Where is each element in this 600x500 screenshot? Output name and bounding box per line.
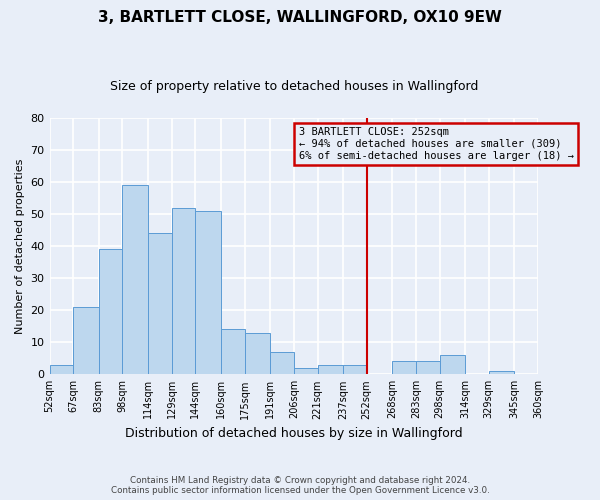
Text: 3 BARTLETT CLOSE: 252sqm
← 94% of detached houses are smaller (309)
6% of semi-d: 3 BARTLETT CLOSE: 252sqm ← 94% of detach…: [299, 128, 574, 160]
Bar: [245, 332, 270, 374]
Bar: [489, 371, 514, 374]
Text: 3, BARTLETT CLOSE, WALLINGFORD, OX10 9EW: 3, BARTLETT CLOSE, WALLINGFORD, OX10 9EW: [98, 10, 502, 25]
Bar: [221, 330, 245, 374]
Bar: [50, 364, 73, 374]
Text: Contains HM Land Registry data © Crown copyright and database right 2024.
Contai: Contains HM Land Registry data © Crown c…: [110, 476, 490, 495]
Bar: [148, 233, 172, 374]
Bar: [392, 362, 416, 374]
Bar: [317, 364, 343, 374]
X-axis label: Distribution of detached houses by size in Wallingford: Distribution of detached houses by size …: [125, 427, 463, 440]
Bar: [73, 307, 99, 374]
Bar: [294, 368, 317, 374]
Y-axis label: Number of detached properties: Number of detached properties: [15, 158, 25, 334]
Bar: [416, 362, 440, 374]
Title: Size of property relative to detached houses in Wallingford: Size of property relative to detached ho…: [110, 80, 478, 93]
Bar: [270, 352, 294, 374]
Bar: [122, 185, 148, 374]
Bar: [196, 211, 221, 374]
Bar: [343, 364, 367, 374]
Bar: [440, 355, 465, 374]
Bar: [172, 208, 196, 374]
Bar: [99, 249, 122, 374]
